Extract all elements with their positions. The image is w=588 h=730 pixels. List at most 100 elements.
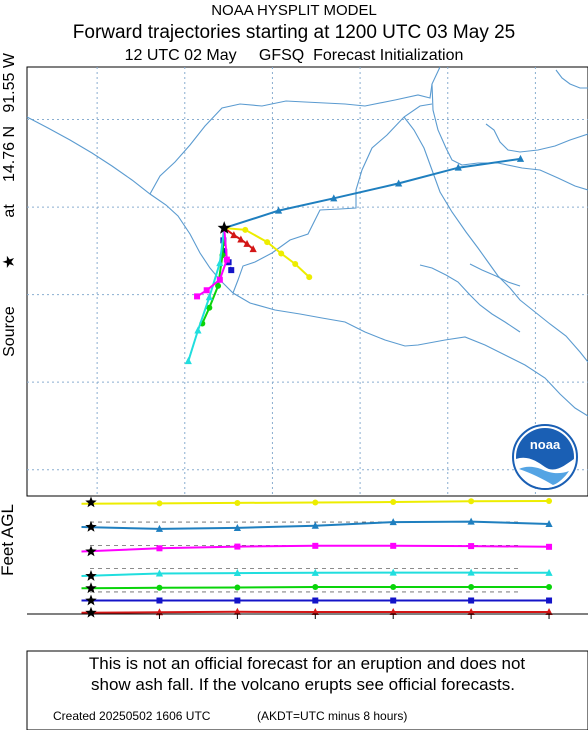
- height-trajectory-marker: [389, 608, 397, 616]
- footer-created: Created 20250502 1606 UTC: [53, 709, 211, 723]
- map-trajectory-marker: [249, 245, 257, 253]
- map-trajectory-marker: [330, 194, 338, 202]
- header-line1: NOAA HYSPLIT MODEL: [211, 2, 377, 19]
- svg-text:Source ★ at 14: Source ★ at 14.76 N 91.55 W: [1, 31, 18, 388]
- height-trajectory-marker: [156, 500, 163, 507]
- map-trajectory-marker: [516, 154, 525, 162]
- height-trajectory-marker: [467, 517, 475, 525]
- map-trajectory-marker: [242, 226, 249, 233]
- height-trajectory-marker: [546, 597, 553, 604]
- height-source-star: [85, 521, 97, 532]
- coastlines: [26, 66, 588, 417]
- coast-pacific: [26, 116, 588, 417]
- noaa-logo-text: noaa: [530, 437, 561, 452]
- height-source-star: [85, 570, 97, 581]
- header-line3: 12 UTC 02 May GFSQ Forecast Initializati…: [125, 47, 464, 64]
- map-trajectory-marker: [203, 287, 210, 294]
- map-panel-border: [26, 66, 588, 497]
- height-source-star: [85, 606, 97, 618]
- source-side-label: Source ★ at 14.76 N 91.55 W: [1, 31, 18, 388]
- map-trajectory-marker: [395, 179, 403, 187]
- border-honduras: [469, 263, 521, 287]
- map-source-star: [217, 221, 231, 234]
- height-trajectory-marker: [312, 499, 319, 506]
- map-trajectory-marker: [206, 304, 213, 311]
- map-trajectory-marker: [216, 259, 224, 267]
- height-grid: [90, 521, 520, 593]
- source-star-glyph: ★: [1, 255, 18, 269]
- map-trajectory-marker: [216, 276, 223, 283]
- map-trajectory-marker: [223, 256, 230, 263]
- height-trajectory-marker: [312, 542, 319, 549]
- height-trajectory-marker: [546, 497, 553, 504]
- height-source-star: [85, 582, 97, 594]
- footer-note: (AKDT=UTC minus 8 hours): [257, 709, 407, 723]
- height-trajectory-marker: [468, 597, 475, 604]
- height-trajectory-marker: [545, 520, 553, 528]
- source-location-text: at 14.76 N 91.55 W: [1, 52, 18, 217]
- border-el-salvador: [419, 264, 521, 333]
- height-trajectory-marker: [390, 597, 397, 604]
- map-trajectories: [184, 154, 525, 365]
- height-trajectory-marker: [545, 568, 553, 576]
- map-trajectory-marker: [274, 206, 283, 214]
- map-trajectory-marker: [306, 274, 313, 281]
- map-trajectory-marker: [194, 293, 201, 300]
- height-trajectory-marker: [546, 543, 553, 550]
- height-trajectory-marker: [546, 584, 553, 591]
- map-trajectory-marker: [278, 250, 285, 257]
- height-trajectory-marker: [390, 498, 397, 505]
- height-trajectory-marker: [312, 584, 319, 591]
- map-trajectory-marker: [194, 326, 202, 334]
- height-source-star: [85, 545, 97, 557]
- map-grid: [27, 67, 588, 496]
- height-trajectory-marker: [311, 568, 319, 576]
- height-trajectory-marker: [156, 584, 163, 591]
- height-trajectory-marker: [234, 543, 241, 550]
- map-trajectory-line: [224, 227, 310, 278]
- noaa-logo: noaa: [512, 424, 578, 490]
- footer-box: [26, 650, 588, 730]
- map-trajectory-marker: [228, 267, 235, 274]
- height-trajectory-marker: [468, 584, 475, 591]
- map-trajectory-marker: [230, 231, 238, 239]
- height-trajectory-marker: [156, 597, 163, 604]
- height-trajectory-marker: [233, 569, 241, 577]
- height-trajectory-marker: [390, 584, 397, 591]
- height-trajectory-marker: [234, 499, 241, 506]
- coast-islands: [555, 69, 588, 89]
- border-central-america: [403, 116, 588, 363]
- height-trajectory-marker: [155, 524, 164, 532]
- feet-agl-text: Feet AGL: [0, 504, 17, 576]
- height-trajectories: [81, 497, 553, 616]
- source-prefix: Source: [1, 306, 18, 357]
- height-trajectory-marker: [234, 597, 241, 604]
- height-trajectory-marker: [468, 543, 475, 550]
- height-source-star: [85, 594, 97, 606]
- height-trajectory-marker: [311, 608, 319, 616]
- border-guatemala-mexico: [232, 103, 433, 294]
- height-source-star: [85, 496, 97, 508]
- height-trajectory-marker: [234, 584, 241, 591]
- height-trajectory-marker: [389, 568, 397, 576]
- map-trajectory-marker: [205, 293, 213, 301]
- feet-agl-label: Feet AGL: [0, 504, 17, 576]
- height-trajectory-marker: [233, 523, 241, 531]
- map-trajectory-marker: [243, 239, 251, 247]
- coast-bay: [485, 123, 588, 153]
- height-trajectory-marker: [156, 545, 163, 552]
- height-trajectory-marker: [312, 597, 319, 604]
- map-trajectory-marker: [184, 357, 192, 365]
- map-source-marker: [217, 221, 231, 234]
- height-trajectory-marker: [468, 498, 475, 505]
- footer-disclaimer-2: show ash fall. If the volcano erupts see…: [91, 675, 515, 694]
- height-trajectory-marker: [390, 542, 397, 549]
- coast-belize: [431, 83, 588, 191]
- coast-gulf: [149, 66, 441, 195]
- map-trajectory-marker: [215, 282, 222, 289]
- height-trajectory-marker: [467, 608, 475, 616]
- map-trajectory-marker: [292, 260, 299, 267]
- height-trajectory-marker: [389, 518, 397, 526]
- map-trajectory-marker: [454, 163, 462, 171]
